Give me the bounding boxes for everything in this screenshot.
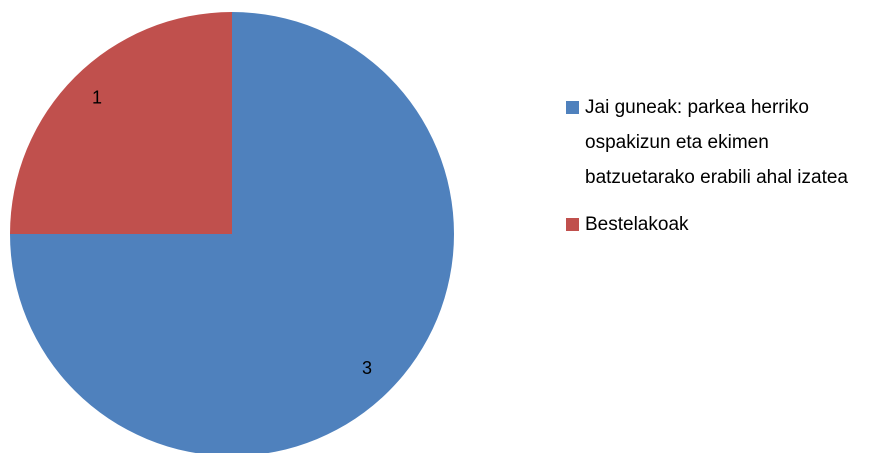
- legend-swatch: [566, 218, 579, 231]
- legend-label: Jai guneak: parkea herriko ospakizun eta…: [585, 97, 849, 188]
- legend-entry: Jai guneak: parkea herriko ospakizun eta…: [566, 90, 872, 195]
- pie-slice: [10, 12, 454, 453]
- pie-slice: [10, 12, 232, 234]
- legend: Jai guneak: parkea herriko ospakizun eta…: [566, 90, 872, 254]
- legend-entry: Bestelakoak: [566, 207, 872, 242]
- data-label: 1: [92, 88, 102, 108]
- data-label: 3: [362, 358, 372, 378]
- legend-swatch: [566, 101, 579, 114]
- legend-label: Bestelakoak: [585, 214, 689, 235]
